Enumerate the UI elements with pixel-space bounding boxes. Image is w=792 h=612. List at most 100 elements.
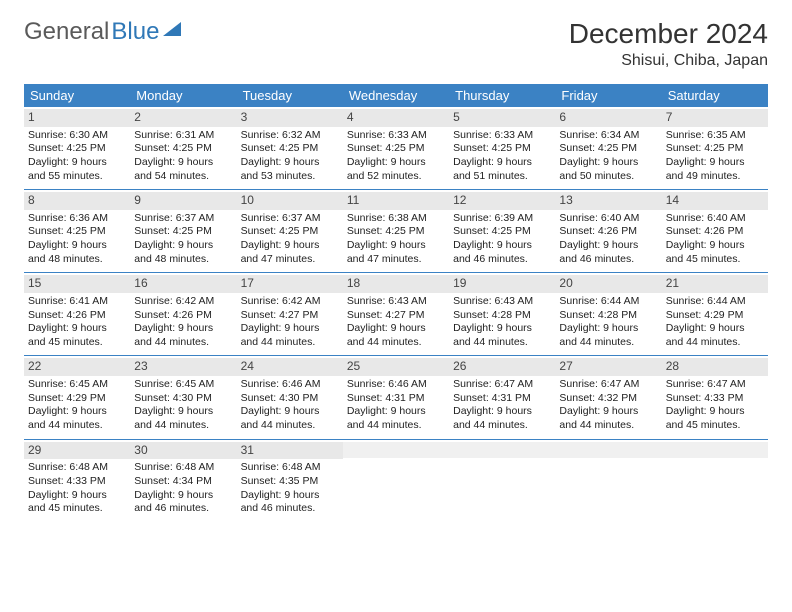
daylight-line: Daylight: 9 hours and 44 minutes.: [559, 322, 657, 349]
logo-triangle-icon: [163, 22, 181, 36]
day-number: 2: [130, 109, 236, 127]
sunrise-line: Sunrise: 6:39 AM: [453, 212, 551, 226]
calendar-day: 8 Sunrise: 6:36 AMSunset: 4:25 PMDaylight…: [24, 190, 130, 272]
sunset-line: Sunset: 4:33 PM: [28, 475, 126, 489]
day-number: 8: [24, 192, 130, 210]
daylight-line: Daylight: 9 hours and 55 minutes.: [28, 156, 126, 183]
daylight-line: Daylight: 9 hours and 44 minutes.: [347, 322, 445, 349]
sunrise-line: Sunrise: 6:30 AM: [28, 129, 126, 143]
sunset-line: Sunset: 4:25 PM: [28, 225, 126, 239]
sunset-line: Sunset: 4:25 PM: [347, 142, 445, 156]
sunrise-line: Sunrise: 6:37 AM: [134, 212, 232, 226]
sunset-line: Sunset: 4:30 PM: [134, 392, 232, 406]
day-number: 19: [449, 275, 555, 293]
daylight-line: Daylight: 9 hours and 46 minutes.: [559, 239, 657, 266]
calendar-day: 13Sunrise: 6:40 AMSunset: 4:26 PMDayligh…: [555, 190, 661, 272]
sunrise-line: Sunrise: 6:35 AM: [666, 129, 764, 143]
weekday-header: Thursday: [449, 84, 555, 107]
calendar-day: 5Sunrise: 6:33 AMSunset: 4:25 PMDaylight…: [449, 107, 555, 189]
day-number: 15: [24, 275, 130, 293]
calendar-week: 29Sunrise: 6:48 AMSunset: 4:33 PMDayligh…: [24, 440, 768, 522]
day-number: 20: [555, 275, 661, 293]
sunset-line: Sunset: 4:25 PM: [134, 142, 232, 156]
day-number: 28: [662, 358, 768, 376]
calendar-day: 26Sunrise: 6:47 AMSunset: 4:31 PMDayligh…: [449, 356, 555, 438]
sunset-line: Sunset: 4:28 PM: [559, 309, 657, 323]
calendar-day-empty: [449, 440, 555, 522]
calendar: SundayMondayTuesdayWednesdayThursdayFrid…: [24, 84, 768, 522]
calendar-day-empty: [343, 440, 449, 522]
calendar-day: 15Sunrise: 6:41 AMSunset: 4:26 PMDayligh…: [24, 273, 130, 355]
day-number-empty: [449, 442, 555, 458]
sunrise-line: Sunrise: 6:48 AM: [28, 461, 126, 475]
daylight-line: Daylight: 9 hours and 44 minutes.: [134, 322, 232, 349]
sunrise-line: Sunrise: 6:47 AM: [453, 378, 551, 392]
calendar-day: 11Sunrise: 6:38 AMSunset: 4:25 PMDayligh…: [343, 190, 449, 272]
day-number: 27: [555, 358, 661, 376]
day-number: 25: [343, 358, 449, 376]
calendar-day: 6Sunrise: 6:34 AMSunset: 4:25 PMDaylight…: [555, 107, 661, 189]
sunrise-line: Sunrise: 6:45 AM: [134, 378, 232, 392]
logo: GeneralBlue: [24, 18, 181, 46]
day-number: 29: [24, 442, 130, 460]
sunset-line: Sunset: 4:27 PM: [347, 309, 445, 323]
daylight-line: Daylight: 9 hours and 53 minutes.: [241, 156, 339, 183]
sunrise-line: Sunrise: 6:32 AM: [241, 129, 339, 143]
sunset-line: Sunset: 4:34 PM: [134, 475, 232, 489]
sunset-line: Sunset: 4:26 PM: [134, 309, 232, 323]
weekday-header: Saturday: [662, 84, 768, 107]
daylight-line: Daylight: 9 hours and 50 minutes.: [559, 156, 657, 183]
sunset-line: Sunset: 4:32 PM: [559, 392, 657, 406]
calendar-day: 30Sunrise: 6:48 AMSunset: 4:34 PMDayligh…: [130, 440, 236, 522]
day-number-empty: [662, 442, 768, 458]
daylight-line: Daylight: 9 hours and 48 minutes.: [28, 239, 126, 266]
calendar-day: 3Sunrise: 6:32 AMSunset: 4:25 PMDaylight…: [237, 107, 343, 189]
day-number: 13: [555, 192, 661, 210]
calendar-day: 4Sunrise: 6:33 AMSunset: 4:25 PMDaylight…: [343, 107, 449, 189]
day-number-empty: [555, 442, 661, 458]
sunset-line: Sunset: 4:31 PM: [453, 392, 551, 406]
daylight-line: Daylight: 9 hours and 44 minutes.: [559, 405, 657, 432]
sunrise-line: Sunrise: 6:48 AM: [134, 461, 232, 475]
sunrise-line: Sunrise: 6:47 AM: [559, 378, 657, 392]
sunrise-line: Sunrise: 6:36 AM: [28, 212, 126, 226]
calendar-day: 27 Sunrise: 6:47 AMSunset: 4:32 PMDayligh…: [555, 356, 661, 438]
daylight-line: Daylight: 9 hours and 54 minutes.: [134, 156, 232, 183]
day-number: 5: [449, 109, 555, 127]
sunset-line: Sunset: 4:25 PM: [453, 225, 551, 239]
sunset-line: Sunset: 4:31 PM: [347, 392, 445, 406]
calendar-day: 24Sunrise: 6:46 AMSunset: 4:30 PMDayligh…: [237, 356, 343, 438]
calendar-day: 25Sunrise: 6:46 AMSunset: 4:31 PMDayligh…: [343, 356, 449, 438]
calendar-day: 29Sunrise: 6:48 AMSunset: 4:33 PMDayligh…: [24, 440, 130, 522]
sunrise-line: Sunrise: 6:38 AM: [347, 212, 445, 226]
day-number: 23: [130, 358, 236, 376]
sunrise-line: Sunrise: 6:46 AM: [241, 378, 339, 392]
sunrise-line: Sunrise: 6:44 AM: [666, 295, 764, 309]
sunset-line: Sunset: 4:29 PM: [28, 392, 126, 406]
calendar-body: 1Sunrise: 6:30 AMSunset: 4:25 PMDaylight…: [24, 107, 768, 522]
sunset-line: Sunset: 4:29 PM: [666, 309, 764, 323]
daylight-line: Daylight: 9 hours and 44 minutes.: [347, 405, 445, 432]
title-block: December 2024 Shisui, Chiba, Japan: [569, 18, 768, 70]
location-text: Shisui, Chiba, Japan: [569, 52, 768, 70]
day-number: 7: [662, 109, 768, 127]
calendar-day: 17Sunrise: 6:42 AMSunset: 4:27 PMDayligh…: [237, 273, 343, 355]
daylight-line: Daylight: 9 hours and 45 minutes.: [666, 239, 764, 266]
sunrise-line: Sunrise: 6:34 AM: [559, 129, 657, 143]
day-number: 9: [130, 192, 236, 210]
logo-text-2: Blue: [111, 18, 159, 46]
sunrise-line: Sunrise: 6:44 AM: [559, 295, 657, 309]
sunrise-line: Sunrise: 6:42 AM: [134, 295, 232, 309]
page-title: December 2024: [569, 18, 768, 50]
sunrise-line: Sunrise: 6:43 AM: [453, 295, 551, 309]
day-number: 26: [449, 358, 555, 376]
weekday-header: Wednesday: [343, 84, 449, 107]
sunset-line: Sunset: 4:27 PM: [241, 309, 339, 323]
sunset-line: Sunset: 4:28 PM: [453, 309, 551, 323]
sunrise-line: Sunrise: 6:43 AM: [347, 295, 445, 309]
day-number: 12: [449, 192, 555, 210]
day-number: 4: [343, 109, 449, 127]
sunrise-line: Sunrise: 6:37 AM: [241, 212, 339, 226]
sunset-line: Sunset: 4:25 PM: [559, 142, 657, 156]
calendar-day: 2Sunrise: 6:31 AMSunset: 4:25 PMDaylight…: [130, 107, 236, 189]
